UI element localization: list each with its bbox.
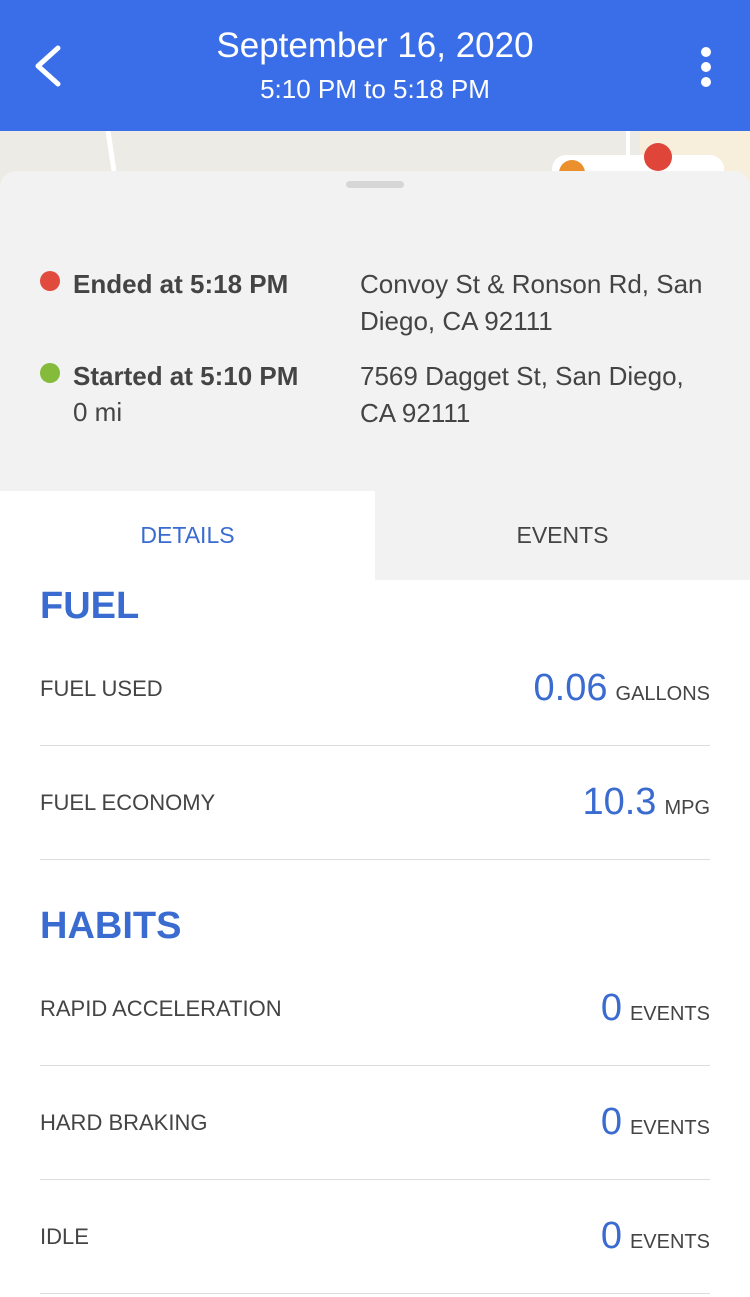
metric-value: 0	[600, 1215, 622, 1257]
metric-label: FUEL USED	[40, 675, 163, 701]
end-stop: Ended at 5:18 PM	[40, 266, 288, 302]
metric-row: IDLE 0 EVENTS	[40, 1180, 710, 1294]
metric-unit: GALLONS	[615, 683, 710, 705]
date-title: September 16, 2020	[216, 26, 534, 65]
start-dot	[40, 363, 60, 383]
metric-unit: EVENTS	[629, 1003, 710, 1025]
end-address: Convoy St & Ronson Rd, San Diego, CA 921…	[360, 269, 703, 336]
metric-row: FUEL USED 0.06 GALLONS	[40, 632, 710, 746]
start-label: Started at 5:10 PM	[73, 361, 299, 391]
metric-label: RAPID ACCELERATION	[40, 995, 282, 1021]
metric-row: HARD BRAKING 0 EVENTS	[40, 1066, 710, 1180]
section-title: FUEL	[40, 585, 140, 627]
metric-value: 0	[600, 987, 622, 1029]
tab-bar: DETAILS EVENTS	[0, 491, 750, 580]
tab[interactable]: DETAILS	[0, 491, 375, 580]
end-label: Ended at 5:18 PM	[73, 269, 289, 299]
metric-unit: EVENTS	[629, 1231, 710, 1253]
more-menu[interactable]	[700, 46, 712, 90]
metric-value-group: 0 EVENTS	[601, 1215, 710, 1258]
metric-row: RAPID ACCELERATION 0 EVENTS	[40, 952, 710, 1066]
start-address: 7569 Dagget St, San Diego, CA 92111	[360, 361, 684, 428]
metric-value-group: 10.3 MPG	[582, 781, 710, 824]
metric-row: FUEL ECONOMY 10.3 MPG	[40, 746, 710, 860]
tab[interactable]: EVENTS	[375, 491, 750, 580]
metric-unit: EVENTS	[629, 1117, 710, 1139]
drag-handle[interactable]	[346, 181, 404, 188]
start-stop: Started at 5:10 PM 0 mi	[40, 358, 298, 430]
time-range: 5:10 PM to 5:18 PM	[260, 74, 490, 104]
metric-label: FUEL ECONOMY	[40, 789, 216, 815]
end-dot	[40, 271, 60, 291]
metric-value-group: 0 EVENTS	[601, 1101, 710, 1144]
metric-unit: MPG	[664, 797, 710, 819]
details-list: FUEL FUEL USED 0.06 GALLONS FUEL ECONOMY 10.3…	[0, 580, 750, 1294]
metric-value-group: 0.06 GALLONS	[534, 667, 710, 710]
metric-value: 0.06	[533, 667, 608, 709]
back-button[interactable]	[30, 44, 66, 88]
metric-label: HARD BRAKING	[40, 1109, 208, 1135]
metric-value: 10.3	[582, 781, 657, 823]
trip-sheet: Ended at 5:18 PM Convoy St & Ronson Rd, …	[0, 171, 750, 491]
app-bar: September 16, 2020 5:10 PM to 5:18 PM	[0, 0, 750, 131]
section-title: HABITS	[40, 905, 182, 947]
metric-value: 0	[600, 1101, 622, 1143]
trip-distance: 0 mi	[73, 397, 123, 427]
metric-value-group: 0 EVENTS	[601, 987, 710, 1030]
metric-label: IDLE	[40, 1223, 89, 1249]
